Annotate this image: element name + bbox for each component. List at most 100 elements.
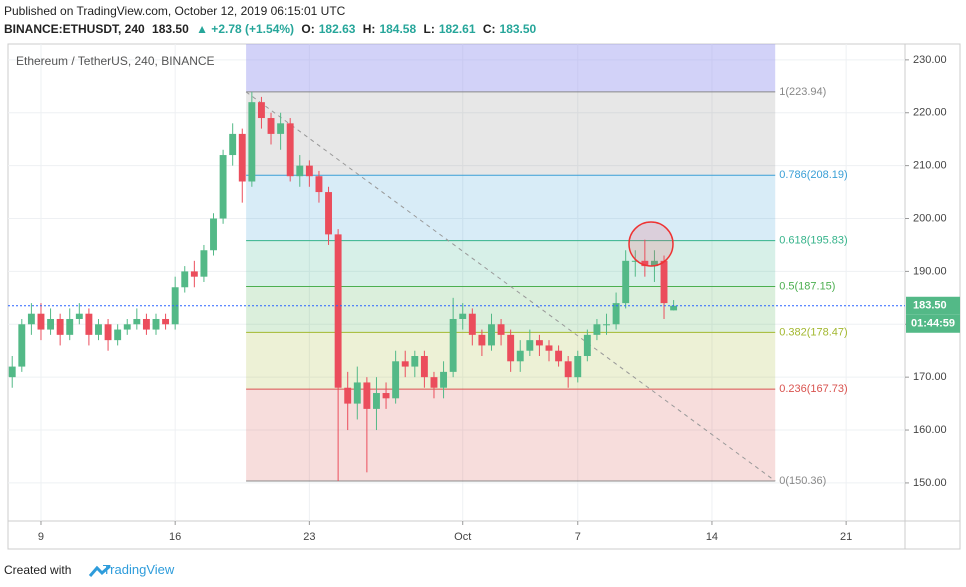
symbol: BINANCE:ETHUSDT, 240 — [4, 22, 145, 36]
fib-level-label: 0.382(178.47) — [779, 326, 848, 338]
candle-body — [18, 324, 26, 367]
candle-body — [603, 324, 610, 326]
candle-body — [478, 334, 486, 346]
candle-body — [459, 313, 467, 319]
chart: 1(223.94) 0.786(208.19) 0.618(195.83) 0.5(1… — [7, 43, 961, 550]
candle-body — [631, 260, 639, 262]
candle-body — [497, 324, 505, 335]
candle-body — [555, 350, 563, 362]
candle-body — [612, 303, 620, 325]
ohlc-key: H: — [362, 22, 376, 36]
candle-body — [440, 371, 448, 388]
x-tick-label: 23 — [303, 531, 315, 543]
candle-body — [56, 318, 64, 335]
candle-body — [449, 318, 457, 372]
candle-body — [401, 361, 409, 367]
candle-body — [142, 318, 150, 330]
candle-body — [545, 345, 553, 351]
candle-body — [37, 313, 45, 330]
candle-body — [650, 260, 658, 267]
x-tick-label: 14 — [706, 531, 718, 543]
y-tick-label: 170.00 — [913, 371, 947, 383]
logo — [88, 564, 111, 577]
fib-band — [246, 91, 776, 176]
x-tick-label: 9 — [38, 531, 44, 543]
candle-body — [114, 329, 122, 341]
fib-band — [246, 389, 776, 482]
candle-body — [622, 260, 630, 304]
published-line: Published on TradingView.com, October 12… — [4, 4, 346, 18]
y-tick-label: 200.00 — [913, 212, 947, 224]
ohlc-value: 182.61 — [438, 22, 476, 36]
candle-body — [344, 387, 352, 404]
candle-body — [277, 123, 285, 134]
candle-body — [507, 334, 515, 362]
candle-body — [526, 340, 534, 351]
fib-level-label: 1(223.94) — [779, 86, 826, 98]
candle-body — [420, 356, 428, 378]
axes: 150.00160.00170.00180.00190.00200.00210.… — [8, 54, 960, 543]
candle-body — [382, 393, 390, 399]
candle-body — [123, 324, 131, 330]
candle-body — [353, 382, 361, 404]
highlight-circle — [628, 221, 674, 267]
candles — [8, 91, 678, 482]
countdown-box — [906, 314, 960, 333]
y-tick-label: 150.00 — [913, 477, 947, 489]
symbol-line: BINANCE:ETHUSDT, 240 183.50 ▲ +2.78 (+1.… — [4, 22, 540, 36]
candle-body — [267, 118, 275, 134]
fib-band — [246, 286, 776, 333]
fib-band — [246, 240, 776, 287]
candle-body — [171, 287, 179, 325]
fib-level-label: 0.236(167.73) — [779, 383, 848, 395]
footer-text: Created with — [4, 563, 72, 577]
candle-body — [200, 250, 208, 277]
candle-body — [392, 361, 400, 399]
ohlc-value: 182.63 — [318, 22, 356, 36]
candle-body — [670, 305, 678, 311]
candle-body — [181, 271, 189, 288]
y-tick-label: 220.00 — [913, 107, 947, 119]
candle-body — [229, 133, 237, 156]
candle-body — [373, 393, 380, 409]
fib-trend-line — [245, 91, 776, 482]
candle-body — [411, 356, 419, 367]
x-tick-label: 21 — [840, 531, 852, 543]
candle-body — [305, 165, 313, 177]
candle-body — [430, 377, 438, 388]
candle-body — [219, 155, 227, 219]
y-tick-label: 210.00 — [913, 160, 947, 172]
ohlc-value: 184.58 — [379, 22, 417, 36]
candle-body — [75, 313, 83, 319]
ohlc-key: L: — [423, 22, 435, 36]
candle-body — [95, 324, 102, 335]
footer: Created with TradingView — [4, 562, 174, 577]
countdown-label: 01:44:59 — [911, 318, 955, 330]
ohlc-key: C: — [482, 22, 496, 36]
x-tick-label: Oct — [454, 531, 471, 543]
candle-body — [162, 318, 170, 325]
candle-body — [641, 260, 649, 267]
candle-body — [593, 324, 601, 335]
candle-body — [516, 350, 524, 362]
fib-band — [246, 175, 776, 241]
candle-body — [248, 102, 256, 182]
x-tick-label: 16 — [169, 531, 181, 543]
candle-body — [488, 324, 495, 346]
fib-level-label: 0.786(208.19) — [779, 169, 848, 181]
candle-body — [286, 123, 294, 177]
x-tick-label: 7 — [575, 531, 581, 543]
candle-body — [296, 165, 304, 177]
fib-retracement: 1(223.94) 0.786(208.19) 0.618(195.83) 0.5(1… — [245, 44, 848, 487]
candle-body — [363, 382, 371, 409]
candle-body — [564, 361, 572, 378]
fib-level-label: 0.5(187.15) — [779, 280, 835, 292]
candle-body — [104, 324, 112, 341]
candle-body — [8, 366, 16, 378]
candle-body — [238, 133, 246, 182]
frame — [7, 43, 961, 550]
y-tick-label: 160.00 — [913, 424, 947, 436]
candle-body — [66, 318, 74, 335]
candle-body — [85, 313, 93, 335]
